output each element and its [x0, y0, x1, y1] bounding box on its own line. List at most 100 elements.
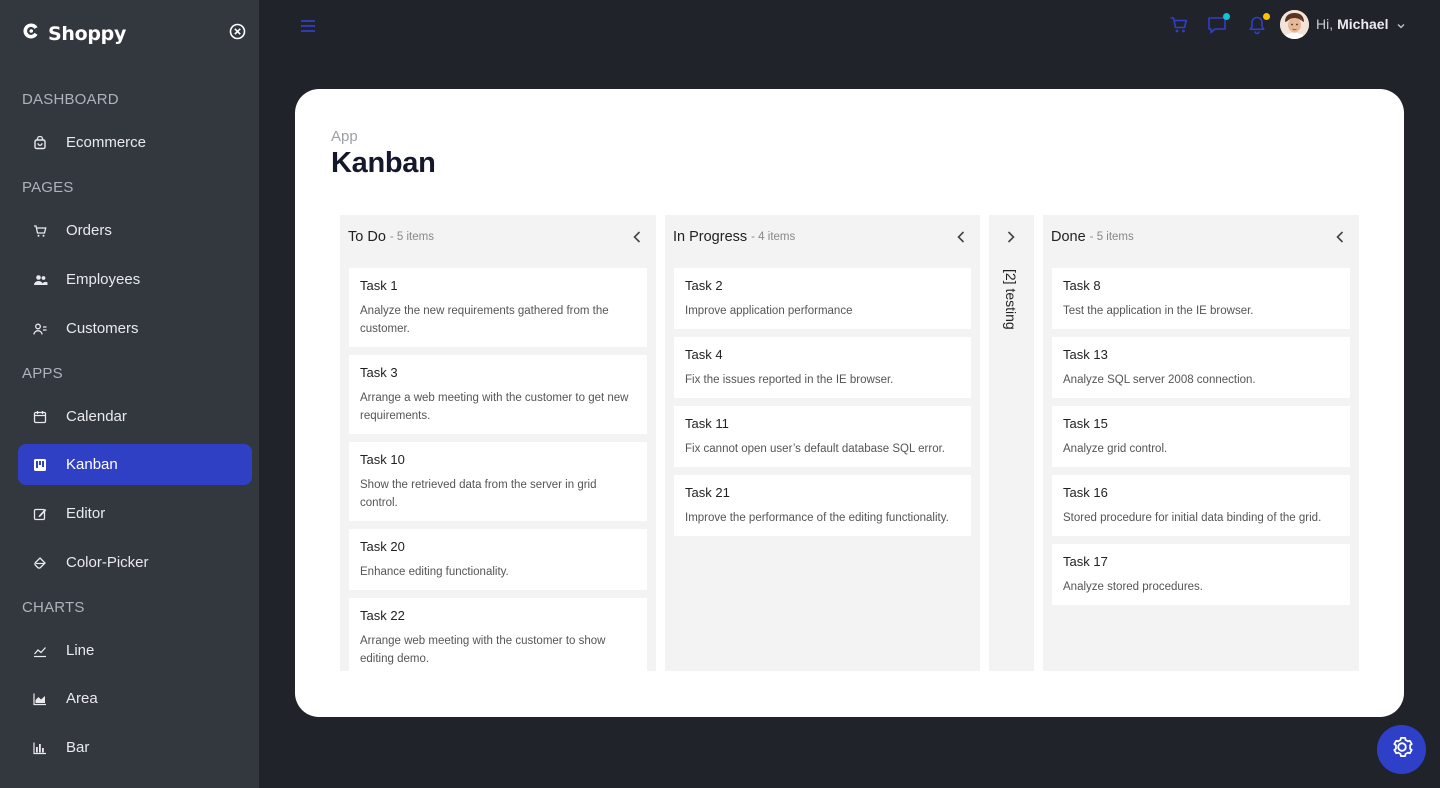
- kanban-card-item[interactable]: Task 22 Arrange web meeting with the cust…: [349, 598, 647, 677]
- kanban-card: App Kanban To Do - 5 items Task 1 Analyze…: [295, 89, 1404, 717]
- kanban-card-item[interactable]: Task 13 Analyze SQL server 2008 connectio…: [1052, 337, 1350, 398]
- column-title: In Progress: [673, 229, 748, 245]
- sidebar-item-label: Color-Picker: [66, 554, 149, 571]
- kanban-card-item[interactable]: Task 11 Fix cannot open user’s default da…: [674, 406, 971, 467]
- line-chart-icon: [32, 643, 48, 659]
- greeting-text: Hi,: [1316, 16, 1334, 32]
- contact-icon: [32, 321, 48, 337]
- brand-logo[interactable]: Shoppy: [22, 22, 126, 45]
- kanban-card-item[interactable]: Task 10 Show the retrieved data from the …: [349, 442, 647, 521]
- column-count: - 4 items: [751, 231, 796, 243]
- card-title: Task 20: [360, 539, 405, 554]
- cart-icon[interactable]: [1169, 15, 1189, 35]
- sidebar-item-employees[interactable]: Employees: [18, 259, 252, 300]
- kanban-card-item[interactable]: Task 15 Analyze grid control.: [1052, 406, 1350, 467]
- close-sidebar-icon[interactable]: [229, 23, 249, 43]
- card-description: Test the application in the IE browser.: [1063, 305, 1254, 317]
- kanban-card-item[interactable]: Task 2 Improve application performance: [674, 268, 971, 329]
- kanban-column-testing-collapsed[interactable]: [2] testing: [989, 215, 1034, 671]
- gear-icon: [1389, 734, 1415, 765]
- card-title: Task 3: [360, 365, 398, 380]
- kanban-column-todo: To Do - 5 items Task 1 Analyze the new re…: [340, 215, 656, 677]
- sidebar-item-label: Bar: [66, 739, 90, 756]
- kanban-card-item[interactable]: Task 3 Arrange a web meeting with the cus…: [349, 355, 647, 434]
- column-header: To Do - 5 items: [340, 215, 656, 259]
- kanban-card-item[interactable]: Task 8 Test the application in the IE bro…: [1052, 268, 1350, 329]
- kanban-column-in-progress: In Progress - 4 items Task 2 Improve appl…: [665, 215, 980, 671]
- chevron-down-icon[interactable]: [1396, 18, 1406, 29]
- brand-name: Shoppy: [48, 22, 127, 45]
- kanban-card-item[interactable]: Task 1 Analyze the new requirements gathe…: [349, 268, 647, 347]
- sidebar-item-label: Employees: [66, 271, 141, 288]
- column-title: Done: [1051, 229, 1086, 245]
- avatar[interactable]: [1280, 10, 1309, 39]
- calendar-icon: [32, 409, 48, 425]
- kanban-card-item[interactable]: Task 4 Fix the issues reported in the IE …: [674, 337, 971, 398]
- sidebar-item-ecommerce[interactable]: Ecommerce: [18, 122, 252, 163]
- card-title: Task 8: [1063, 278, 1101, 293]
- bell-icon[interactable]: [1247, 15, 1267, 35]
- sidebar-item-label: Orders: [66, 222, 112, 239]
- breadcrumb: App: [331, 128, 358, 145]
- sidebar-item-label: Customers: [66, 320, 139, 337]
- card-description: Analyze stored procedures.: [1063, 581, 1203, 593]
- card-title: Task 10: [360, 452, 405, 467]
- card-title: Task 16: [1063, 485, 1108, 500]
- card-title: Task 4: [685, 347, 723, 362]
- chevron-right-icon[interactable]: [1004, 229, 1018, 245]
- card-description: Analyze the new requirements gathered fr…: [360, 305, 609, 335]
- card-title: Task 21: [685, 485, 730, 500]
- shopping-bag-icon: [32, 135, 48, 151]
- sidebar-item-bar[interactable]: Bar: [18, 727, 252, 768]
- kanban-card-item[interactable]: Task 17 Analyze stored procedures.: [1052, 544, 1350, 605]
- column-title: To Do: [348, 229, 386, 245]
- sidebar-item-kanban[interactable]: Kanban: [18, 444, 252, 485]
- sidebar-item-label: Line: [66, 642, 95, 659]
- card-description: Stored procedure for initial data bindin…: [1063, 512, 1322, 524]
- cart-icon: [32, 223, 48, 239]
- sidebar-item-label: Area: [66, 690, 98, 707]
- color-picker-icon: [32, 555, 48, 571]
- kanban-icon: [32, 457, 48, 473]
- sidebar-item-color-picker[interactable]: Color-Picker: [18, 542, 252, 583]
- sidebar-item-line[interactable]: Line: [18, 630, 252, 671]
- section-title-charts: CHARTS: [22, 599, 85, 616]
- sidebar-item-orders[interactable]: Orders: [18, 210, 252, 251]
- card-description: Enhance editing functionality.: [360, 566, 509, 578]
- area-chart-icon: [32, 691, 48, 707]
- chevron-left-icon[interactable]: [1333, 229, 1347, 245]
- card-description: Arrange web meeting with the customer to…: [360, 635, 606, 665]
- sidebar-item-editor[interactable]: Editor: [18, 493, 252, 534]
- collapsed-column-label: [2] testing: [1003, 269, 1019, 330]
- user-greeting[interactable]: Hi, Michael: [1316, 16, 1388, 32]
- section-title-apps: APPS: [22, 365, 63, 382]
- chat-badge: [1223, 13, 1230, 20]
- sidebar-item-calendar[interactable]: Calendar: [18, 396, 252, 437]
- kanban-column-done: Done - 5 items Task 8 Test the applicatio…: [1043, 215, 1359, 671]
- bar-chart-icon: [32, 740, 48, 756]
- card-description: Show the retrieved data from the server …: [360, 479, 597, 509]
- card-title: Task 11: [685, 416, 729, 431]
- sidebar-item-area[interactable]: Area: [18, 678, 252, 719]
- notification-badge: [1263, 13, 1270, 20]
- page-title: Kanban: [331, 147, 436, 179]
- card-title: Task 17: [1063, 554, 1108, 569]
- sidebar-item-label: Editor: [66, 505, 106, 522]
- edit-icon: [32, 506, 48, 522]
- sidebar: Shoppy DASHBOARD Ecommerce PAGES Orders …: [0, 0, 259, 788]
- card-title: Task 1: [360, 278, 398, 293]
- people-icon: [32, 272, 48, 288]
- card-title: Task 2: [685, 278, 723, 293]
- chevron-left-icon[interactable]: [954, 229, 968, 245]
- kanban-card-item[interactable]: Task 16 Stored procedure for initial data…: [1052, 475, 1350, 536]
- sidebar-item-customers[interactable]: Customers: [18, 308, 252, 349]
- column-count: - 5 items: [389, 231, 434, 243]
- chevron-left-icon[interactable]: [630, 229, 644, 245]
- section-title-dashboard: DASHBOARD: [22, 91, 119, 108]
- settings-button[interactable]: [1377, 725, 1426, 774]
- menu-toggle-icon[interactable]: [300, 18, 316, 34]
- kanban-card-item[interactable]: Task 20 Enhance editing functionality.: [349, 529, 647, 590]
- section-title-pages: PAGES: [22, 179, 74, 196]
- sidebar-item-label: Ecommerce: [66, 134, 147, 151]
- kanban-card-item[interactable]: Task 21 Improve the performance of the ed…: [674, 475, 971, 536]
